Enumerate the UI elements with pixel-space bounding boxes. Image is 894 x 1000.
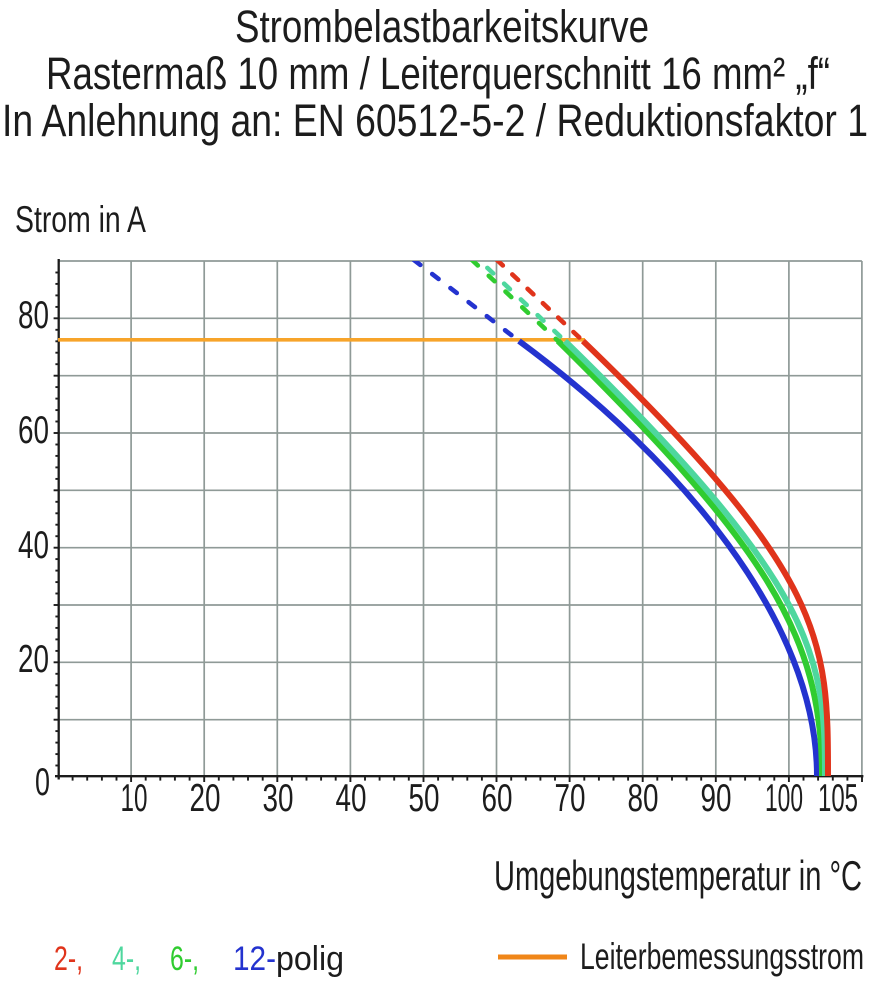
svg-text:4-,: 4-,	[112, 940, 141, 978]
svg-text:40: 40	[336, 777, 367, 820]
svg-text:12-: 12-	[233, 940, 276, 978]
svg-text:30: 30	[263, 777, 294, 820]
svg-text:60: 60	[18, 409, 49, 452]
svg-text:polig: polig	[276, 940, 344, 978]
svg-text:70: 70	[555, 777, 586, 820]
svg-text:90: 90	[701, 777, 732, 820]
svg-text:Rastermaß 10 mm / Leiterquersc: Rastermaß 10 mm / Leiterquerschnitt 16 m…	[46, 48, 830, 99]
svg-text:Umgebungstemperatur in °C: Umgebungstemperatur in °C	[494, 852, 862, 899]
svg-text:10: 10	[121, 777, 148, 820]
svg-text:80: 80	[18, 294, 49, 337]
svg-text:80: 80	[628, 777, 659, 820]
svg-text:In Anlehnung an: EN 60512-5-2: In Anlehnung an: EN 60512-5-2 / Reduktio…	[2, 95, 868, 146]
svg-text:20: 20	[190, 777, 221, 820]
svg-text:0: 0	[35, 761, 50, 804]
svg-text:100: 100	[765, 777, 803, 820]
svg-text:60: 60	[482, 777, 513, 820]
svg-text:40: 40	[18, 524, 49, 567]
svg-text:Leiterbemessungsstrom: Leiterbemessungsstrom	[580, 936, 864, 977]
svg-text:105: 105	[818, 777, 858, 820]
svg-text:2-,: 2-,	[54, 940, 83, 978]
svg-text:6-,: 6-,	[170, 940, 199, 978]
svg-text:20: 20	[18, 638, 49, 681]
svg-text:Strom in A: Strom in A	[15, 199, 146, 240]
svg-text:Strombelastbarkeitskurve: Strombelastbarkeitskurve	[235, 1, 649, 52]
svg-text:50: 50	[409, 777, 440, 820]
